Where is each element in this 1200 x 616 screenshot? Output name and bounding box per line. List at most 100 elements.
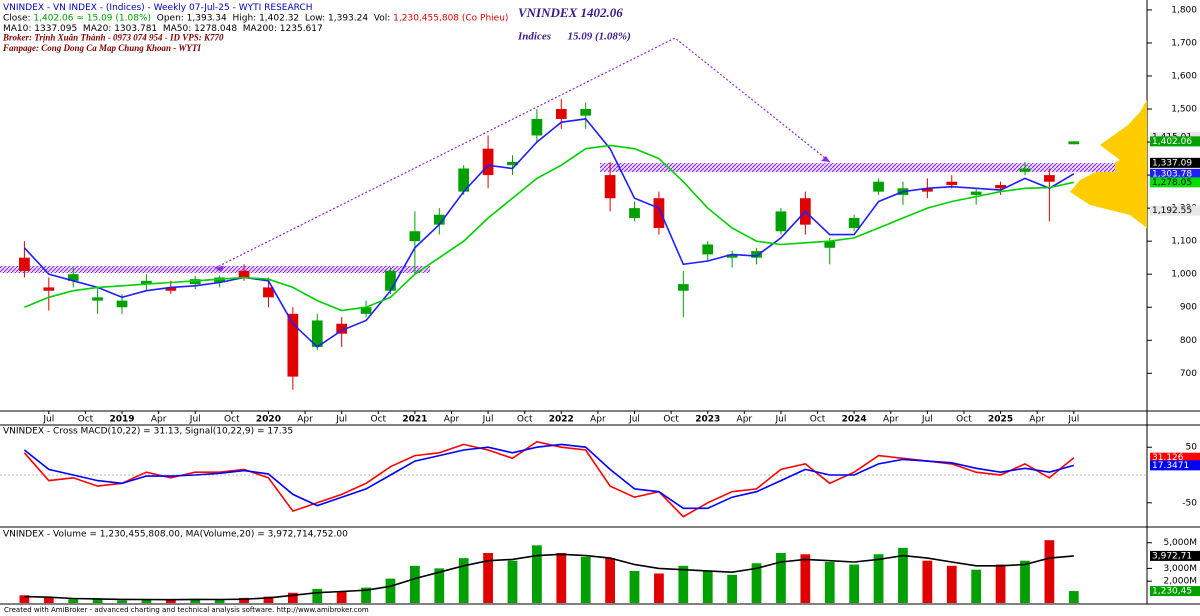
candle-body [970, 191, 982, 195]
series-line [23, 118, 1075, 348]
volume-bar [727, 574, 738, 603]
candle-body [482, 148, 494, 176]
volume-bar [946, 565, 957, 603]
volume-bar [361, 587, 371, 603]
volume-bar [995, 564, 1006, 603]
price-box [1150, 136, 1200, 147]
volume-bar [532, 545, 542, 603]
y-tick-label: 900 [1180, 303, 1197, 313]
candle-body [580, 109, 592, 116]
volume-bar [385, 578, 396, 603]
volume-bar [873, 554, 884, 603]
price-box-label: 1,402.06 [1152, 137, 1192, 147]
candle-body [433, 214, 445, 225]
volume-bar [458, 558, 469, 603]
x-tick-label: 2020 [256, 415, 281, 425]
x-tick-label: Apr [297, 415, 313, 425]
price-box [1150, 205, 1200, 216]
candle-body [165, 287, 177, 291]
volume-bar [141, 599, 152, 603]
volume-bar [507, 560, 518, 603]
y-tick-label: 1,000 [1171, 270, 1197, 280]
volume-bar [1020, 560, 1030, 603]
footer: Created with AmiBroker - advanced charti… [4, 606, 369, 614]
volume-bar [287, 592, 298, 603]
header-text: MA10: 1337.095 MA20: 1303.781 MA50: 1278… [3, 24, 323, 34]
x-tick-label: Apr [883, 415, 899, 425]
candle-body [1019, 168, 1031, 172]
x-tick-label: Apr [590, 415, 606, 425]
candle-body [458, 168, 470, 192]
price-box-label: 1,230,45 [1152, 587, 1192, 597]
y-tick-label: 3,000M [1163, 564, 1197, 574]
volume-bar [580, 556, 591, 603]
candle-body [848, 218, 860, 228]
volume-bar [898, 547, 908, 603]
candle-body [921, 188, 933, 192]
header-text: Vol: [368, 13, 393, 23]
volume-bar [776, 553, 786, 603]
x-tick-label: Apr [444, 415, 460, 425]
x-tick-label: Oct [78, 415, 94, 425]
candle-body [604, 175, 616, 199]
header-text: High: [227, 13, 259, 23]
annotation: VNINDEX 1402.06 [518, 5, 623, 20]
volume-profile [1070, 100, 1147, 228]
x-tick-label: 2019 [109, 415, 134, 425]
candle-body [287, 313, 299, 377]
series-line [23, 440, 1075, 518]
panel-title: VNINDEX - Cross MACD(10,22) = 31.13, Sig… [3, 427, 293, 437]
x-tick-label: Apr [1029, 415, 1045, 425]
x-tick-label: 2025 [988, 415, 1013, 425]
header-text: 1,402.06 ≈ 15.09 (1.08%) [33, 13, 151, 23]
volume-bar [239, 597, 249, 603]
candle-body [677, 284, 689, 291]
candle-body [238, 270, 250, 278]
header-line: MA10: 1337.095 MA20: 1303.781 MA50: 1278… [3, 24, 323, 34]
x-tick-label: Jul [1067, 415, 1079, 425]
header-text: Low: [299, 13, 328, 23]
y-tick-label: 700 [1180, 369, 1197, 379]
volume-bar [19, 595, 30, 603]
candle-body [409, 231, 421, 242]
volume-bar [68, 599, 79, 603]
header-text: Open: [151, 13, 187, 23]
y-tick-label: -50 [1182, 498, 1197, 508]
candle-body [873, 181, 884, 192]
candle-body [629, 208, 640, 219]
y-tick-label: 800 [1180, 336, 1197, 346]
volume-bar [922, 560, 933, 603]
price-box [1150, 550, 1200, 561]
volume-bar [214, 599, 225, 603]
price-box [1150, 460, 1200, 471]
candle-body [1068, 141, 1080, 145]
candle-body [385, 270, 396, 291]
x-tick-label: Jul [42, 415, 54, 425]
price-box [1150, 168, 1200, 179]
volume-bar [483, 553, 493, 603]
candle-body [19, 257, 30, 271]
x-tick-label: Oct [517, 415, 533, 425]
annotation: Indices 15.09 (1.08%) [517, 31, 631, 43]
zone [600, 163, 1115, 172]
price-box [1150, 452, 1200, 463]
candle-body [336, 323, 348, 334]
price-box-label: 1,278.05 [1152, 178, 1192, 188]
volume-bar [1068, 591, 1079, 603]
x-tick-label: Oct [810, 415, 826, 425]
candle-body [92, 297, 103, 301]
x-tick-label: Jul [921, 415, 933, 425]
header-text: VNINDEX - VN INDEX - (Indices) - Weekly … [3, 3, 313, 13]
volume-bar [654, 573, 664, 603]
zone [0, 266, 430, 273]
price-box [1150, 586, 1200, 597]
volume-bar [751, 563, 762, 603]
y-tick-label: 1,800 [1171, 5, 1197, 15]
volume-bar [702, 570, 713, 603]
volume-bar [409, 565, 420, 603]
x-tick-label: Jul [335, 415, 347, 425]
volume-bar [434, 568, 445, 603]
candle-body [531, 118, 543, 136]
candle-body [67, 274, 79, 281]
candle-body [946, 181, 958, 186]
